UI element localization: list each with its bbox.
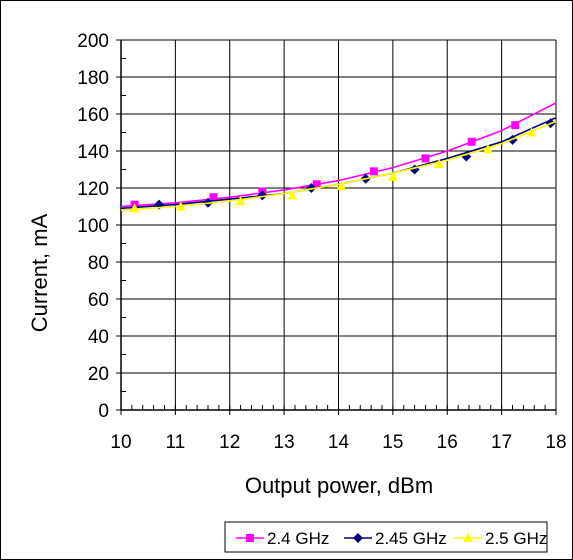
data-point-marker — [369, 167, 378, 176]
legend-label: 2.5 GHz — [485, 529, 547, 548]
x-axis-title: Output power, dBm — [245, 473, 433, 498]
legend-box — [224, 521, 548, 553]
y-tick-label: 100 — [77, 216, 109, 237]
data-point-marker — [235, 195, 246, 205]
y-tick-labels: 0 20 40 60 80 100 120 140 160 180 200 — [77, 31, 109, 422]
x-tick-label: 18 — [545, 432, 566, 453]
data-point-marker — [387, 171, 398, 181]
y-tick-label: 140 — [77, 142, 109, 163]
y-tick-label: 160 — [77, 105, 109, 126]
data-point-marker — [463, 533, 473, 542]
grid — [120, 39, 557, 411]
y-tick-label: 80 — [88, 253, 109, 274]
y-axis-title: Current, mA — [27, 213, 52, 332]
data-point-marker — [246, 534, 254, 542]
series-2.4-ghz — [120, 102, 557, 209]
series-2.5-ghz — [120, 120, 557, 213]
y-tick-label: 0 — [98, 401, 109, 422]
data-point-marker — [306, 183, 317, 193]
data-point-marker — [209, 193, 218, 202]
data-point-marker — [175, 201, 186, 211]
data-point-marker — [467, 137, 476, 146]
data-point-marker — [511, 121, 520, 130]
data-point-marker — [287, 190, 298, 200]
data-point-marker — [312, 180, 321, 189]
x-tick-labels: 10 11 12 13 14 15 16 17 18 — [110, 432, 566, 453]
y-tick-label: 200 — [77, 31, 109, 52]
y-tick-label: 20 — [88, 364, 109, 385]
series-trend-line — [120, 102, 557, 208]
data-point-marker — [257, 190, 268, 201]
x-tick-label: 13 — [274, 432, 295, 453]
x-tick-label: 14 — [328, 432, 350, 453]
series-layer — [120, 102, 557, 213]
x-tick-label: 15 — [382, 432, 403, 453]
series-trend-line — [120, 120, 557, 211]
data-point-marker — [526, 127, 537, 137]
y-tick-label: 120 — [77, 179, 109, 200]
data-point-marker — [434, 158, 445, 168]
x-tick-label: 10 — [110, 432, 131, 453]
x-tick-label: 16 — [437, 432, 458, 453]
data-point-marker — [353, 533, 363, 543]
data-point-marker — [129, 203, 140, 213]
legend-label: 2.4 GHz — [267, 529, 329, 548]
y-tick-label: 180 — [77, 68, 109, 89]
y-tick-label: 40 — [88, 327, 109, 348]
x-tick-label: 12 — [219, 432, 240, 453]
legend: 2.4 GHz 2.45 GHz 2.5 GHz — [224, 521, 548, 553]
x-tick-label: 11 — [166, 432, 186, 453]
x-tick-label: 17 — [491, 432, 512, 453]
legend-label: 2.45 GHz — [375, 529, 447, 548]
data-point-marker — [483, 144, 494, 154]
y-tick-label: 60 — [88, 290, 109, 311]
data-point-marker — [336, 181, 347, 191]
axes — [116, 39, 557, 415]
data-point-marker — [421, 154, 430, 163]
legend-entry: 2.5 GHz — [454, 529, 547, 548]
legend-entry: 2.4 GHz — [236, 529, 329, 548]
legend-entry: 2.45 GHz — [344, 529, 447, 548]
